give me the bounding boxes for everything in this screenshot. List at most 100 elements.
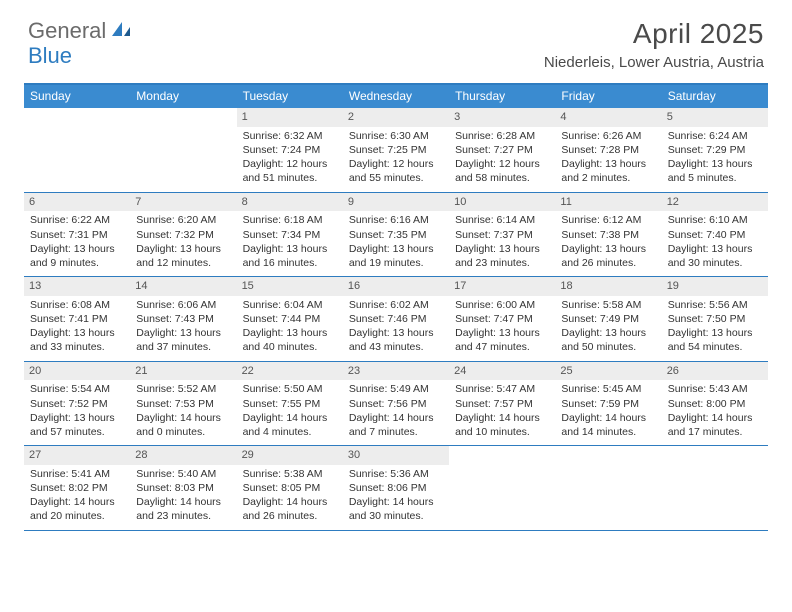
sunset-line: Sunset: 8:03 PM <box>136 481 230 495</box>
day-cell: 19Sunrise: 5:56 AMSunset: 7:50 PMDayligh… <box>662 277 768 361</box>
logo-text-general: General <box>28 18 106 44</box>
day-number: 22 <box>237 362 343 381</box>
day-body: Sunrise: 6:28 AMSunset: 7:27 PMDaylight:… <box>453 129 551 186</box>
day-cell: 7Sunrise: 6:20 AMSunset: 7:32 PMDaylight… <box>130 193 236 277</box>
day-body: Sunrise: 6:20 AMSunset: 7:32 PMDaylight:… <box>134 213 232 270</box>
logo-text-blue: Blue <box>28 43 72 69</box>
day-cell: 11Sunrise: 6:12 AMSunset: 7:38 PMDayligh… <box>555 193 661 277</box>
day-body: Sunrise: 6:08 AMSunset: 7:41 PMDaylight:… <box>28 298 126 355</box>
sunset-line: Sunset: 7:27 PM <box>455 143 549 157</box>
day-number: 12 <box>662 193 768 212</box>
sunset-line: Sunset: 7:32 PM <box>136 228 230 242</box>
day-body: Sunrise: 6:30 AMSunset: 7:25 PMDaylight:… <box>347 129 445 186</box>
day-cell: 29 Sunrise: 5:38 AMSunset: 8:05 PMDayligh… <box>237 446 343 530</box>
sunset-line: Sunset: 7:52 PM <box>30 397 124 411</box>
day-of-week-row: SundayMondayTuesdayWednesdayThursdayFrid… <box>24 85 768 108</box>
day-number: 28 <box>130 446 236 465</box>
sunset-line: Sunset: 7:55 PM <box>243 397 337 411</box>
week-row: 6Sunrise: 6:22 AMSunset: 7:31 PMDaylight… <box>24 193 768 278</box>
daylight-line: Daylight: 14 hours and 23 minutes. <box>136 495 230 523</box>
sunset-line: Sunset: 8:02 PM <box>30 481 124 495</box>
day-number: 18 <box>555 277 661 296</box>
sunset-line: Sunset: 7:24 PM <box>243 143 337 157</box>
daylight-line: Daylight: 12 hours and 58 minutes. <box>455 157 549 185</box>
sunrise-line: Sunrise: 6:02 AM <box>349 298 443 312</box>
day-number: 17 <box>449 277 555 296</box>
day-cell: 28Sunrise: 5:40 AMSunset: 8:03 PMDayligh… <box>130 446 236 530</box>
daylight-line: Daylight: 13 hours and 23 minutes. <box>455 242 549 270</box>
day-number: 8 <box>237 193 343 212</box>
day-cell <box>555 446 661 530</box>
daylight-line: Daylight: 12 hours and 51 minutes. <box>243 157 337 185</box>
day-body: Sunrise: 5:52 AMSunset: 7:53 PMDaylight:… <box>134 382 232 439</box>
day-cell: 15Sunrise: 6:04 AMSunset: 7:44 PMDayligh… <box>237 277 343 361</box>
day-cell: 13 Sunrise: 6:08 AMSunset: 7:41 PMDayligh… <box>24 277 130 361</box>
calendar: SundayMondayTuesdayWednesdayThursdayFrid… <box>24 83 768 531</box>
sunset-line: Sunset: 7:50 PM <box>668 312 762 326</box>
day-body: Sunrise: 6:16 AMSunset: 7:35 PMDaylight:… <box>347 213 445 270</box>
day-number: 10 <box>449 193 555 212</box>
day-body: Sunrise: 6:00 AMSunset: 7:47 PMDaylight:… <box>453 298 551 355</box>
daylight-line: Daylight: 14 hours and 20 minutes. <box>30 495 124 523</box>
sunrise-line: Sunrise: 5:36 AM <box>349 467 443 481</box>
day-number: 19 <box>662 277 768 296</box>
day-cell: 14Sunrise: 6:06 AMSunset: 7:43 PMDayligh… <box>130 277 236 361</box>
dow-cell: Thursday <box>449 85 555 108</box>
sunrise-line: Sunrise: 6:20 AM <box>136 213 230 227</box>
daylight-line: Daylight: 13 hours and 26 minutes. <box>561 242 655 270</box>
day-cell <box>24 108 130 192</box>
sunrise-line: Sunrise: 5:47 AM <box>455 382 549 396</box>
day-cell: 27Sunrise: 5:41 AMSunset: 8:02 PMDayligh… <box>24 446 130 530</box>
day-body: Sunrise: 5:38 AMSunset: 8:05 PMDaylight:… <box>241 467 339 524</box>
daylight-line: Daylight: 14 hours and 17 minutes. <box>668 411 762 439</box>
day-number: 13 <box>24 277 130 296</box>
sunrise-line: Sunrise: 5:49 AM <box>349 382 443 396</box>
sunset-line: Sunset: 7:34 PM <box>243 228 337 242</box>
day-number: 16 <box>343 277 449 296</box>
title-block: April 2025 Niederleis, Lower Austria, Au… <box>544 18 764 71</box>
daylight-line: Daylight: 13 hours and 16 minutes. <box>243 242 337 270</box>
day-body: Sunrise: 5:49 AMSunset: 7:56 PMDaylight:… <box>347 382 445 439</box>
daylight-line: Daylight: 12 hours and 55 minutes. <box>349 157 443 185</box>
dow-cell: Saturday <box>662 85 768 108</box>
header: General April 2025 Niederleis, Lower Aus… <box>0 0 792 77</box>
day-number: 9 <box>343 193 449 212</box>
sunrise-line: Sunrise: 6:32 AM <box>243 129 337 143</box>
day-cell <box>662 446 768 530</box>
day-number: 29 <box>237 446 343 465</box>
logo-sail-icon <box>111 18 133 44</box>
sunset-line: Sunset: 7:28 PM <box>561 143 655 157</box>
sunrise-line: Sunrise: 5:43 AM <box>668 382 762 396</box>
sunset-line: Sunset: 7:47 PM <box>455 312 549 326</box>
day-cell: 12Sunrise: 6:10 AMSunset: 7:40 PMDayligh… <box>662 193 768 277</box>
day-cell: 9Sunrise: 6:16 AMSunset: 7:35 PMDaylight… <box>343 193 449 277</box>
day-cell: 25Sunrise: 5:45 AMSunset: 7:59 PMDayligh… <box>555 362 661 446</box>
day-body: Sunrise: 5:54 AMSunset: 7:52 PMDaylight:… <box>28 382 126 439</box>
daylight-line: Daylight: 14 hours and 10 minutes. <box>455 411 549 439</box>
dow-cell: Friday <box>555 85 661 108</box>
day-number: 25 <box>555 362 661 381</box>
sunset-line: Sunset: 7:38 PM <box>561 228 655 242</box>
sunset-line: Sunset: 8:06 PM <box>349 481 443 495</box>
day-cell: 23Sunrise: 5:49 AMSunset: 7:56 PMDayligh… <box>343 362 449 446</box>
day-body: Sunrise: 6:12 AMSunset: 7:38 PMDaylight:… <box>559 213 657 270</box>
sunset-line: Sunset: 8:05 PM <box>243 481 337 495</box>
day-cell: 1Sunrise: 6:32 AMSunset: 7:24 PMDaylight… <box>237 108 343 192</box>
day-cell <box>449 446 555 530</box>
daylight-line: Daylight: 13 hours and 5 minutes. <box>668 157 762 185</box>
day-body: Sunrise: 6:10 AMSunset: 7:40 PMDaylight:… <box>666 213 764 270</box>
sunset-line: Sunset: 7:41 PM <box>30 312 124 326</box>
daylight-line: Daylight: 13 hours and 12 minutes. <box>136 242 230 270</box>
day-cell: 24Sunrise: 5:47 AMSunset: 7:57 PMDayligh… <box>449 362 555 446</box>
day-number: 21 <box>130 362 236 381</box>
day-body: Sunrise: 5:43 AMSunset: 8:00 PMDaylight:… <box>666 382 764 439</box>
day-cell: 30Sunrise: 5:36 AMSunset: 8:06 PMDayligh… <box>343 446 449 530</box>
dow-cell: Tuesday <box>237 85 343 108</box>
daylight-line: Daylight: 14 hours and 7 minutes. <box>349 411 443 439</box>
weeks-container: 1Sunrise: 6:32 AMSunset: 7:24 PMDaylight… <box>24 108 768 531</box>
sunrise-line: Sunrise: 6:08 AM <box>30 298 124 312</box>
day-cell: 8Sunrise: 6:18 AMSunset: 7:34 PMDaylight… <box>237 193 343 277</box>
day-cell: 22Sunrise: 5:50 AMSunset: 7:55 PMDayligh… <box>237 362 343 446</box>
day-body: Sunrise: 5:58 AMSunset: 7:49 PMDaylight:… <box>559 298 657 355</box>
day-cell: 3Sunrise: 6:28 AMSunset: 7:27 PMDaylight… <box>449 108 555 192</box>
